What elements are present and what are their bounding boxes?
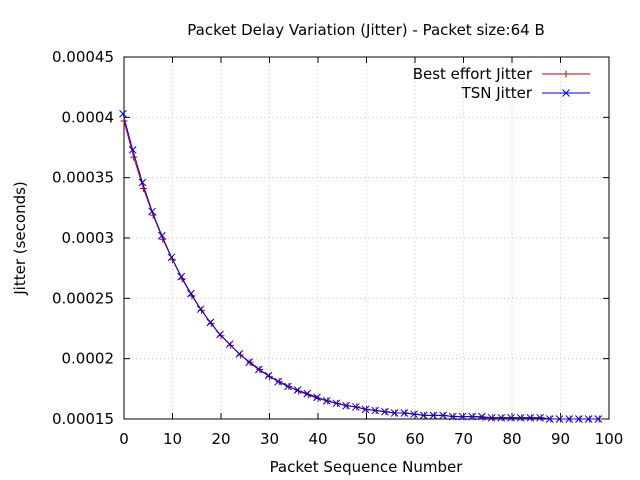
data-point <box>293 386 302 394</box>
data-point <box>256 366 264 374</box>
legend-label: Best effort Jitter <box>413 65 533 83</box>
y-tick-label: 0.00015 <box>52 410 114 428</box>
data-point <box>167 253 176 262</box>
data-point <box>439 411 447 420</box>
data-point <box>448 412 457 421</box>
data-point <box>390 409 399 417</box>
data-point <box>245 358 253 367</box>
x-axis-title: Packet Sequence Number <box>270 458 464 476</box>
y-tick-label: 0.0002 <box>62 350 115 368</box>
x-tick-label: 40 <box>308 430 327 448</box>
data-point <box>342 401 350 410</box>
data-point <box>313 393 321 402</box>
data-point <box>410 410 418 419</box>
x-tick-label: 60 <box>405 430 424 448</box>
x-tick-label: 100 <box>595 430 624 448</box>
data-point <box>371 406 380 415</box>
data-point <box>487 413 496 422</box>
x-tick-label: 20 <box>211 430 230 448</box>
data-point <box>575 415 583 423</box>
y-tick-label: 0.00035 <box>52 169 114 187</box>
x-tick-label: 90 <box>551 430 570 448</box>
data-point <box>148 207 156 216</box>
y-tick-label: 0.00025 <box>52 289 114 307</box>
series-best-effort <box>120 117 603 423</box>
data-point <box>177 272 186 281</box>
data-point <box>400 409 409 417</box>
data-point <box>497 413 506 422</box>
data-point <box>196 305 205 314</box>
data-point <box>284 382 292 391</box>
data-point <box>187 289 195 298</box>
x-tick-label: 80 <box>502 430 521 448</box>
data-point <box>545 415 554 423</box>
data-point <box>206 318 215 327</box>
x-tick-label: 50 <box>357 430 376 448</box>
data-point <box>478 412 486 421</box>
y-tick-label: 0.00045 <box>52 48 114 66</box>
x-tick-label: 0 <box>119 430 129 448</box>
data-point <box>138 178 147 187</box>
data-point <box>536 413 544 422</box>
data-point <box>468 412 477 421</box>
x-tick-label: 30 <box>260 430 279 448</box>
data-point <box>594 415 603 423</box>
legend-marker <box>562 89 570 97</box>
series-group <box>119 109 603 423</box>
data-point <box>458 412 467 421</box>
y-tick-label: 0.0003 <box>62 229 115 247</box>
data-point <box>216 330 224 339</box>
data-point <box>264 371 273 380</box>
data-point <box>429 411 438 420</box>
data-point <box>119 109 127 118</box>
data-point <box>507 413 515 422</box>
series-tsn <box>119 109 603 423</box>
x-tick-label: 10 <box>163 430 182 448</box>
data-point <box>526 413 535 422</box>
series-line <box>123 120 600 420</box>
axis-ticks: 0 10 20 30 40 50 60 70 80 90 100 0.00015 0.0002 0.000… <box>52 48 623 448</box>
x-tick-label: 70 <box>454 430 473 448</box>
data-point <box>351 403 360 411</box>
data-point <box>322 397 331 405</box>
data-point <box>157 231 166 240</box>
data-point <box>332 399 341 408</box>
chart-title: Packet Delay Variation (Jitter) - Packet… <box>187 21 544 39</box>
data-point <box>555 415 564 423</box>
data-point <box>246 358 254 366</box>
data-point <box>274 377 283 386</box>
y-axis-title: Jitter (seconds) <box>11 181 29 296</box>
series-line <box>122 113 599 420</box>
legend-label: TSN Jitter <box>461 84 533 102</box>
data-point <box>584 415 593 423</box>
gridlines <box>124 57 609 419</box>
data-point <box>235 349 244 358</box>
data-point <box>254 365 263 374</box>
y-tick-label: 0.0004 <box>62 108 115 126</box>
data-point <box>419 411 428 420</box>
data-point <box>361 405 370 414</box>
data-point <box>381 407 389 416</box>
legend-marker <box>562 70 570 78</box>
data-point <box>565 415 574 423</box>
data-point <box>303 389 312 398</box>
data-point <box>516 413 525 422</box>
data-point <box>225 340 234 349</box>
data-point <box>128 146 137 154</box>
